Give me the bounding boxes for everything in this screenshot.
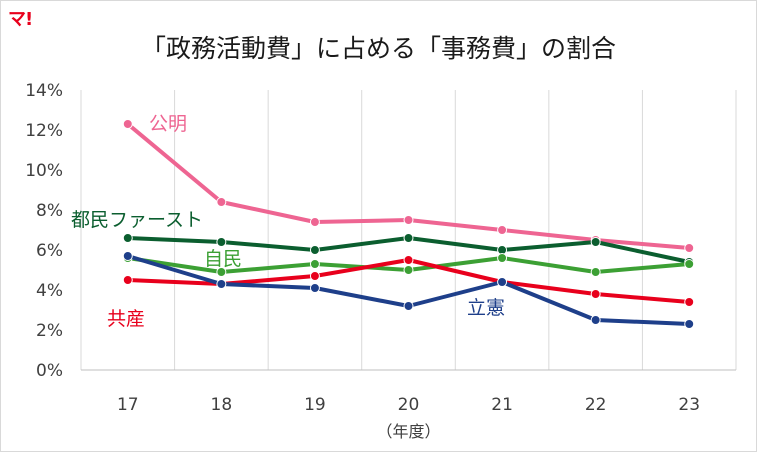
x-tick-label: 20 [398, 395, 420, 415]
y-tick-label: 8% [36, 201, 63, 221]
series-label: 立憲 [467, 297, 505, 319]
y-tick-label: 6% [36, 241, 63, 261]
x-axis-label: （年度） [376, 422, 440, 441]
series-label: 公明 [149, 113, 187, 135]
data-point [309, 245, 320, 255]
data-point [684, 243, 695, 253]
data-point [122, 233, 133, 243]
data-point [216, 267, 227, 277]
data-point [590, 289, 601, 299]
data-point [403, 215, 414, 225]
data-point [403, 301, 414, 311]
gridlines [80, 90, 737, 370]
axes: 0% 2% 4% 6% 8% 10% 12% 14% 17 18 19 20 21 22 23 [25, 81, 736, 415]
x-tick-label: 18 [211, 395, 233, 415]
data-point [590, 315, 601, 325]
data-point [684, 297, 695, 307]
data-point [590, 237, 601, 247]
y-tick-label: 2% [36, 321, 63, 341]
data-point [122, 119, 133, 129]
data-point [684, 319, 695, 329]
x-tick-label: 17 [117, 395, 139, 415]
series-line [125, 122, 692, 250]
data-point [216, 279, 227, 289]
y-tick-label: 12% [25, 121, 63, 141]
data-point [403, 265, 414, 275]
chart-title: 「政務活動費」に占める「事務費」の割合 [140, 34, 616, 63]
x-tick-label: 19 [304, 395, 326, 415]
data-point [590, 267, 601, 277]
data-point [122, 275, 133, 285]
y-tick-label: 10% [25, 161, 63, 181]
data-point [309, 217, 320, 227]
series-lines [122, 119, 695, 329]
data-point [497, 225, 508, 235]
series-label: 共産 [107, 308, 145, 330]
series-label: 都民ファースト [71, 209, 203, 231]
data-point [403, 255, 414, 265]
data-point [122, 251, 133, 261]
data-point [309, 283, 320, 293]
y-tick-label: 0% [36, 361, 63, 381]
data-point [216, 197, 227, 207]
y-tick-label: 14% [25, 81, 63, 101]
x-tick-label: 23 [678, 395, 700, 415]
data-point [497, 253, 508, 263]
brand-logo: マ! [8, 9, 33, 30]
data-point [684, 259, 695, 269]
data-point [309, 259, 320, 269]
series-label: 自民 [204, 248, 242, 270]
data-point [216, 237, 227, 247]
data-point [309, 271, 320, 281]
x-tick-label: 22 [585, 395, 607, 415]
data-point [403, 233, 414, 243]
x-tick-label: 21 [491, 395, 513, 415]
y-tick-label: 4% [36, 281, 63, 301]
data-point [497, 277, 508, 287]
